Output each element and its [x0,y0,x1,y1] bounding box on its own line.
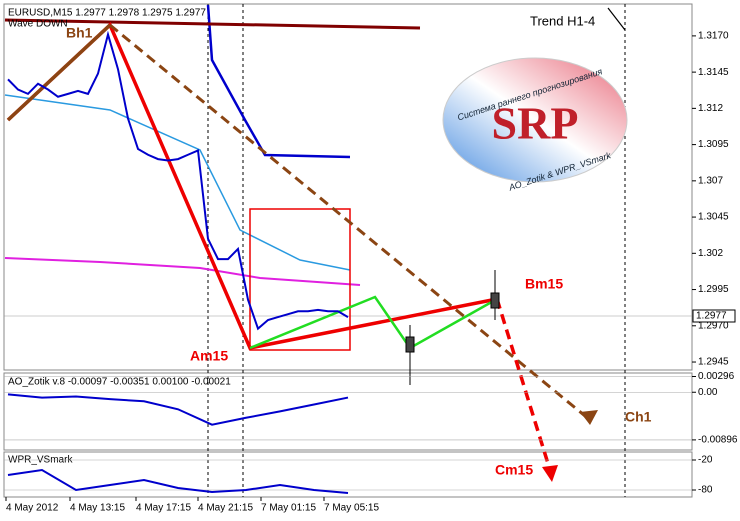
x-tick-label: 7 May 01:15 [261,503,316,514]
series-line [7,393,349,426]
y-tick-label: 1.3145 [698,67,729,78]
ma-line [206,4,351,159]
wpr-panel [3,451,693,498]
y-tick-label: 1.307 [698,175,723,186]
y-tick-label: 1.3170 [698,31,729,42]
y-tick-label: 1.2945 [698,357,729,368]
y-tick-label: 0.00 [698,387,718,398]
candles [405,270,500,385]
trend-line [4,18,421,30]
ma-line [4,257,361,286]
chart-title: EURUSD,M15 1.2977 1.2978 1.2975 1.2977 [8,8,206,19]
annotation: Trend H1-4 [530,13,595,28]
chart-subtitle: Wave DOWN [8,19,68,30]
x-tick-label: 4 May 21:15 [198,503,253,514]
series-line [7,30,349,331]
x-tick-label: 4 May 13:15 [70,503,125,514]
arrow [542,465,558,482]
annotation: Bh1 [66,25,93,41]
box [249,208,351,351]
price-tag [692,309,736,323]
ao-panel [3,372,693,451]
y-tick-label: 1.312 [698,103,723,114]
y-tick-label: 0.00296 [698,371,735,382]
annotation: Ch1 [625,409,652,425]
ma-line [4,94,351,271]
current-price: 1.2977 [696,311,727,322]
x-tick-label: 7 May 05:15 [324,503,379,514]
y-tick-label: -20 [698,455,713,466]
wave-line [249,295,498,350]
wave-line [6,23,112,122]
y-tick-label: 1.3095 [698,139,729,150]
annotation: Am15 [190,348,228,364]
main-panel [3,3,693,371]
trend-arrow [607,7,626,31]
logo-title: SRP [492,98,579,149]
annotation: Bm15 [525,276,563,292]
panel-title: AO_Zotik v.8 -0.00097 -0.00351 0.00100 -… [8,377,231,388]
annotation: Cm15 [495,462,533,478]
y-tick-label: 1.2995 [698,284,729,295]
y-tick-label: -0.00896 [698,435,738,446]
y-tick-label: 1.2970 [698,320,729,331]
wave-projection [495,298,552,471]
y-tick-label: 1.3045 [698,212,729,223]
y-tick-label: -80 [698,485,713,496]
x-tick-label: 4 May 2012 [6,503,59,514]
series-line [7,468,349,494]
x-tick-label: 4 May 17:15 [136,503,191,514]
arrow [580,410,598,425]
y-tick-label: 1.302 [698,248,723,259]
logo [442,57,628,183]
wave-projection [109,23,591,422]
